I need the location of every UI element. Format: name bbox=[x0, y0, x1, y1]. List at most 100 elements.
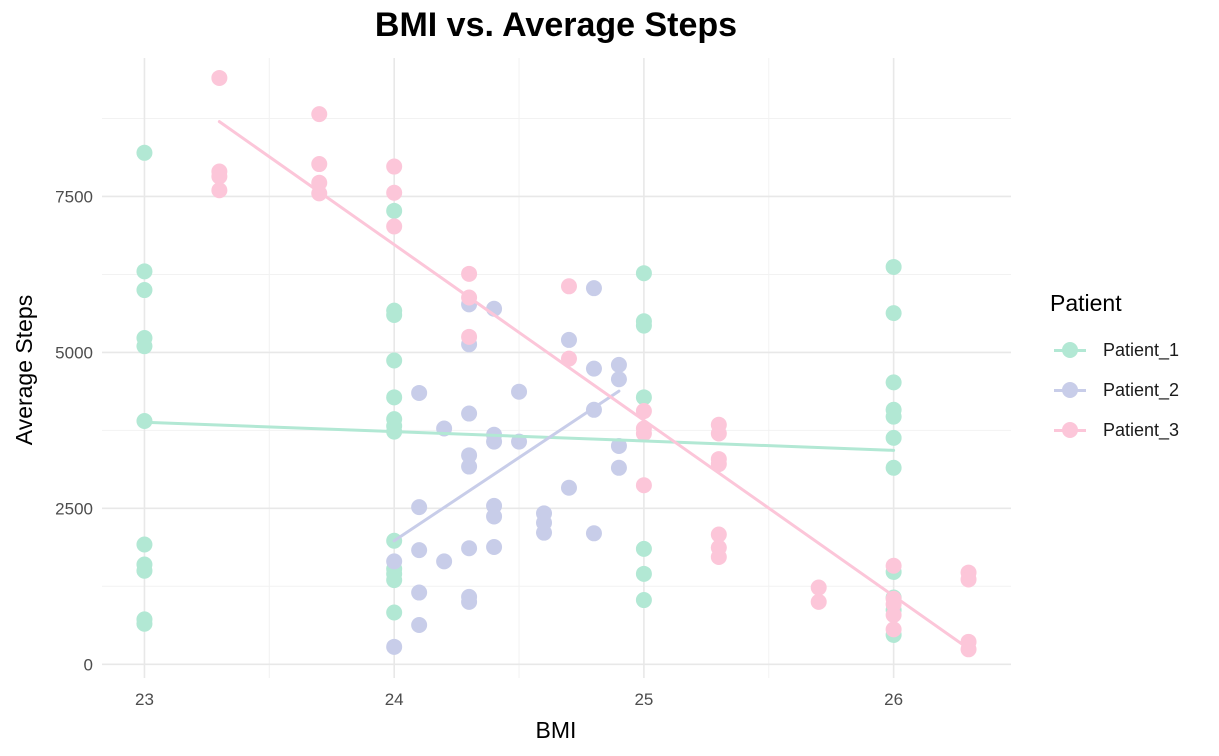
point-patient-3 bbox=[810, 593, 827, 610]
point-patient-3 bbox=[560, 278, 577, 295]
y-axis-ticks: 0 2500 5000 7500 bbox=[55, 187, 93, 674]
point-patient-3 bbox=[461, 328, 478, 345]
point-patient-2 bbox=[461, 540, 478, 557]
point-patient-1 bbox=[136, 282, 153, 299]
point-patient-1 bbox=[386, 572, 403, 589]
point-patient-3 bbox=[710, 526, 727, 543]
major-gridlines bbox=[102, 58, 1011, 678]
point-patient-3 bbox=[810, 579, 827, 596]
legend-key-patient-1 bbox=[1054, 338, 1086, 362]
point-patient-1 bbox=[635, 565, 652, 582]
point-patient-2 bbox=[386, 553, 403, 570]
legend-label-patient-1: Patient_1 bbox=[1103, 339, 1180, 360]
x-axis-label: BMI bbox=[536, 717, 577, 743]
point-patient-2 bbox=[560, 479, 577, 496]
point-patient-3 bbox=[710, 425, 727, 442]
trend-line-patient-3 bbox=[217, 120, 971, 651]
point-patient-2 bbox=[610, 459, 627, 476]
legend-item-patient-1: Patient_1 bbox=[1054, 338, 1179, 362]
legend-key-patient-3 bbox=[1054, 418, 1086, 442]
legend-label-patient-2: Patient_2 bbox=[1103, 379, 1180, 400]
point-patient-2 bbox=[585, 360, 602, 377]
point-patient-1 bbox=[386, 389, 403, 406]
point-patient-2 bbox=[536, 524, 553, 541]
point-patient-3 bbox=[461, 265, 478, 282]
point-patient-3 bbox=[560, 350, 577, 367]
point-patient-2 bbox=[411, 616, 428, 633]
legend-item-patient-2: Patient_2 bbox=[1054, 378, 1179, 402]
trend-line-patient-2 bbox=[392, 389, 621, 543]
legend-title: Patient bbox=[1050, 290, 1122, 316]
point-patient-2 bbox=[461, 458, 478, 475]
point-patient-3 bbox=[386, 158, 403, 175]
y-tick-label: 0 bbox=[84, 655, 93, 674]
point-patient-2 bbox=[610, 356, 627, 373]
point-patient-3 bbox=[635, 425, 652, 442]
point-patient-1 bbox=[136, 338, 153, 355]
point-patient-1 bbox=[136, 615, 153, 632]
point-patient-1 bbox=[635, 389, 652, 406]
point-patient-1 bbox=[885, 374, 902, 391]
y-tick-label: 5000 bbox=[55, 343, 93, 362]
point-patient-3 bbox=[386, 184, 403, 201]
point-patient-1 bbox=[386, 306, 403, 323]
point-patient-2 bbox=[411, 584, 428, 601]
legend-key-patient-2 bbox=[1054, 378, 1086, 402]
point-patient-1 bbox=[885, 305, 902, 322]
point-patient-1 bbox=[386, 352, 403, 369]
point-patient-3 bbox=[635, 477, 652, 494]
trend-line-patient-1 bbox=[142, 420, 896, 452]
point-patient-3 bbox=[885, 607, 902, 624]
y-axis-label: Average Steps bbox=[11, 295, 37, 445]
point-patient-1 bbox=[885, 429, 902, 446]
point-patient-2 bbox=[511, 383, 528, 400]
point-patient-2 bbox=[610, 437, 627, 454]
x-axis-ticks: 23 24 25 26 bbox=[135, 690, 903, 709]
legend-item-patient-3: Patient_3 bbox=[1054, 418, 1179, 442]
data-points bbox=[136, 69, 977, 658]
x-tick-label: 24 bbox=[385, 690, 404, 709]
point-patient-1 bbox=[136, 536, 153, 553]
point-patient-1 bbox=[635, 265, 652, 282]
point-patient-2 bbox=[486, 508, 503, 525]
y-tick-label: 7500 bbox=[55, 187, 93, 206]
legend-label-patient-3: Patient_3 bbox=[1103, 419, 1180, 440]
point-patient-1 bbox=[635, 592, 652, 609]
point-patient-2 bbox=[436, 553, 453, 570]
point-patient-3 bbox=[211, 69, 228, 86]
point-patient-3 bbox=[885, 621, 902, 638]
point-patient-3 bbox=[311, 156, 328, 173]
point-patient-1 bbox=[136, 562, 153, 579]
point-patient-3 bbox=[211, 182, 228, 199]
chart-title: BMI vs. Average Steps bbox=[374, 6, 738, 44]
x-tick-label: 23 bbox=[135, 690, 154, 709]
point-patient-2 bbox=[585, 280, 602, 297]
x-tick-label: 25 bbox=[634, 690, 653, 709]
point-patient-3 bbox=[710, 456, 727, 473]
point-patient-3 bbox=[211, 168, 228, 185]
point-patient-2 bbox=[461, 447, 478, 464]
point-patient-3 bbox=[311, 106, 328, 123]
point-patient-1 bbox=[136, 263, 153, 280]
point-patient-1 bbox=[386, 604, 403, 621]
point-patient-1 bbox=[885, 459, 902, 476]
point-patient-3 bbox=[710, 548, 727, 565]
minor-gridlines bbox=[102, 58, 1011, 678]
trend-lines bbox=[142, 120, 971, 651]
point-patient-2 bbox=[411, 499, 428, 516]
point-patient-1 bbox=[386, 202, 403, 219]
point-patient-3 bbox=[960, 571, 977, 588]
point-patient-2 bbox=[560, 331, 577, 348]
point-patient-1 bbox=[635, 317, 652, 334]
point-patient-1 bbox=[885, 258, 902, 275]
point-patient-1 bbox=[885, 408, 902, 425]
point-patient-1 bbox=[635, 540, 652, 557]
x-tick-label: 26 bbox=[884, 690, 903, 709]
point-patient-2 bbox=[486, 539, 503, 556]
point-patient-3 bbox=[885, 557, 902, 574]
point-patient-3 bbox=[635, 403, 652, 420]
point-patient-2 bbox=[386, 638, 403, 655]
point-patient-2 bbox=[610, 371, 627, 388]
point-patient-2 bbox=[411, 542, 428, 559]
